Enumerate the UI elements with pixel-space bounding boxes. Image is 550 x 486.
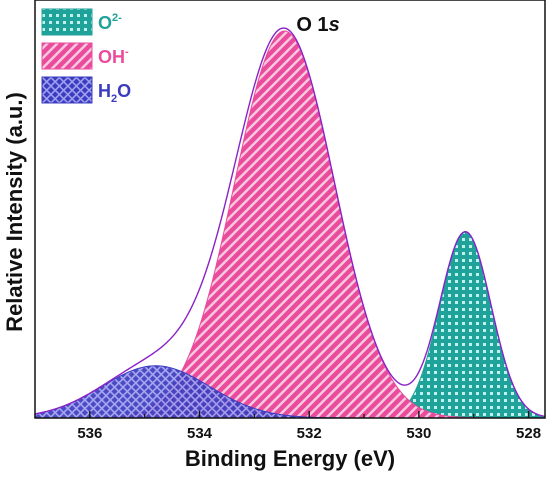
legend-label: H2O (98, 81, 131, 105)
plot-frame (34, 0, 546, 419)
x-tick-label: 532 (297, 425, 322, 442)
x-tick-label: 536 (77, 425, 102, 442)
envelope-line (35, 27, 545, 418)
legend-label: O2- (98, 12, 122, 33)
legend-label: OH- (98, 46, 129, 67)
peak-area-h2o (35, 365, 545, 418)
chart-title-main: O 1 (296, 14, 328, 36)
legend-swatch (41, 42, 93, 70)
legend: O2- OH- H2O (41, 8, 131, 105)
x-axis-title: Binding Energy (eV) (185, 446, 395, 471)
x-tick-label: 530 (406, 425, 431, 442)
legend-swatch (41, 8, 93, 36)
x-tick-label: 528 (516, 425, 541, 442)
legend-swatch (41, 76, 93, 104)
plot-area (35, 27, 545, 418)
chart-title-italic: s (329, 14, 340, 36)
chart-title: O 1s (296, 14, 339, 36)
y-axis-title: Relative Intensity (a.u.) (2, 92, 27, 332)
x-tick-label: 534 (187, 425, 213, 442)
x-axis: 536 534 532 530 528 (34, 411, 541, 442)
